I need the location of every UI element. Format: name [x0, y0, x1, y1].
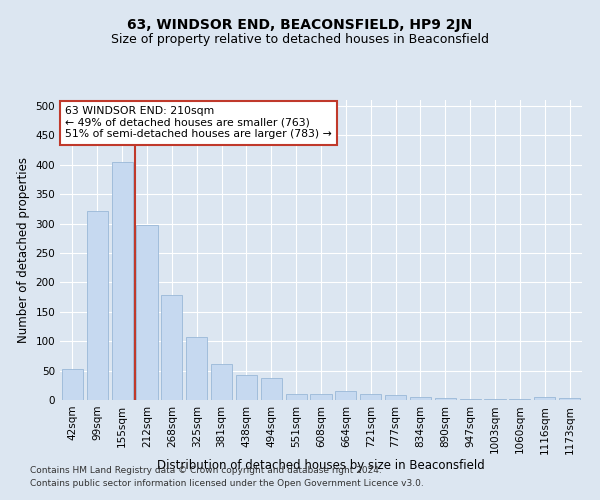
Bar — [136, 224, 158, 400]
Bar — [410, 397, 431, 400]
Y-axis label: Number of detached properties: Number of detached properties — [17, 157, 30, 343]
Bar — [360, 394, 381, 400]
Bar — [335, 391, 356, 400]
Bar — [534, 397, 555, 400]
Bar — [261, 378, 282, 400]
Bar — [484, 399, 506, 400]
Text: 63 WINDSOR END: 210sqm
← 49% of detached houses are smaller (763)
51% of semi-de: 63 WINDSOR END: 210sqm ← 49% of detached… — [65, 106, 332, 139]
Bar — [62, 370, 83, 400]
Text: 63, WINDSOR END, BEACONSFIELD, HP9 2JN: 63, WINDSOR END, BEACONSFIELD, HP9 2JN — [127, 18, 473, 32]
Bar — [161, 296, 182, 400]
Bar — [559, 398, 580, 400]
Bar — [236, 376, 257, 400]
Bar — [460, 399, 481, 400]
Bar — [211, 364, 232, 400]
Bar — [310, 394, 332, 400]
X-axis label: Distribution of detached houses by size in Beaconsfield: Distribution of detached houses by size … — [157, 459, 485, 472]
Text: Size of property relative to detached houses in Beaconsfield: Size of property relative to detached ho… — [111, 32, 489, 46]
Bar — [286, 394, 307, 400]
Bar — [435, 398, 456, 400]
Bar — [186, 337, 207, 400]
Text: Contains HM Land Registry data © Crown copyright and database right 2024.
Contai: Contains HM Land Registry data © Crown c… — [30, 466, 424, 487]
Bar — [385, 396, 406, 400]
Bar — [112, 162, 133, 400]
Bar — [87, 210, 108, 400]
